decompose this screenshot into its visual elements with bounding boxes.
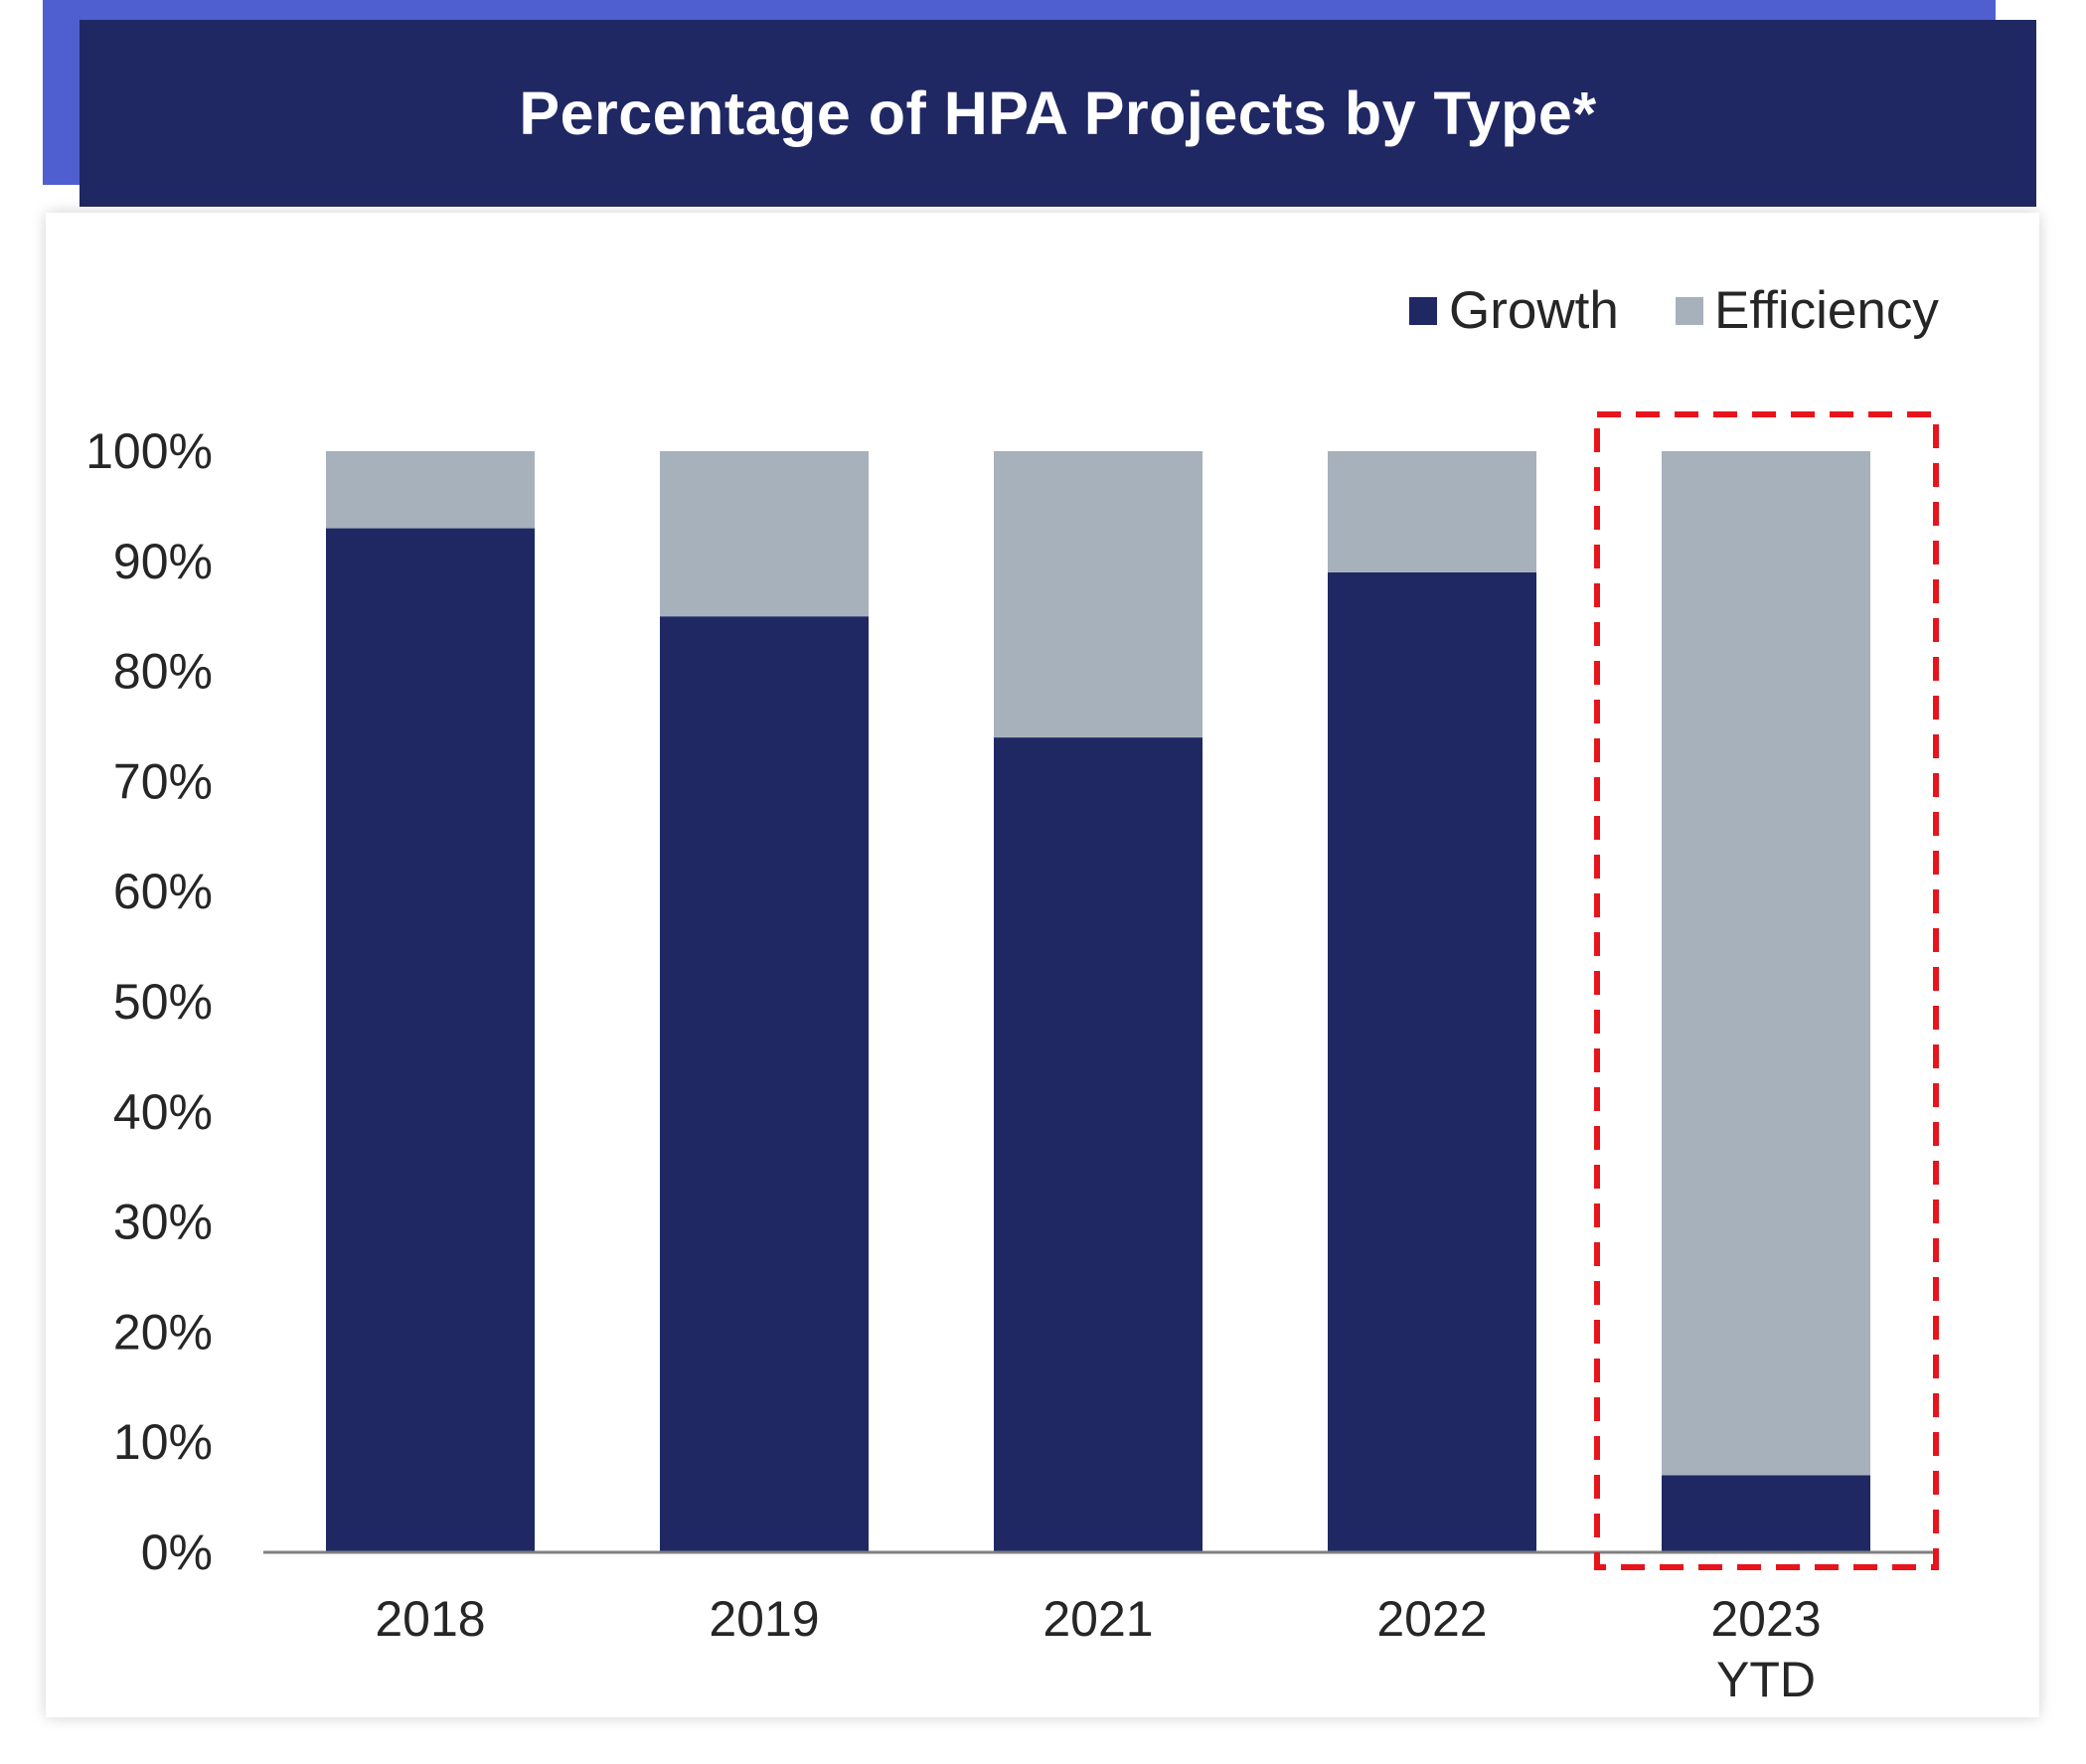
bar-efficiency bbox=[994, 451, 1203, 738]
x-tick-label: 2021 bbox=[1043, 1591, 1153, 1647]
highlight-box bbox=[1594, 411, 1939, 1570]
y-tick-label: 0% bbox=[141, 1524, 213, 1580]
y-tick-label: 60% bbox=[113, 864, 213, 919]
y-tick-label: 50% bbox=[113, 974, 213, 1030]
y-tick-label: 70% bbox=[113, 753, 213, 809]
bar-growth bbox=[1328, 571, 1536, 1552]
x-tick-label: 2019 bbox=[709, 1591, 819, 1647]
x-tick-label: YTD bbox=[1716, 1652, 1816, 1707]
bar-growth bbox=[1662, 1475, 1870, 1552]
bar-growth bbox=[994, 737, 1203, 1552]
y-tick-label: 30% bbox=[113, 1195, 213, 1250]
bar-growth bbox=[660, 616, 869, 1552]
legend-label-efficiency: Efficiency bbox=[1714, 281, 1939, 340]
bar-efficiency bbox=[1328, 451, 1536, 572]
bar-growth bbox=[326, 528, 535, 1552]
x-tick-label: 2022 bbox=[1376, 1591, 1487, 1647]
y-tick-label: 80% bbox=[113, 644, 213, 700]
x-tick-label: 2018 bbox=[375, 1591, 485, 1647]
y-tick-label: 10% bbox=[113, 1414, 213, 1470]
legend-swatch-growth bbox=[1409, 297, 1437, 325]
y-tick-label: 100% bbox=[85, 423, 213, 479]
y-tick-label: 20% bbox=[113, 1304, 213, 1360]
legend-label-growth: Growth bbox=[1449, 281, 1619, 340]
y-tick-label: 40% bbox=[113, 1084, 213, 1140]
bar-efficiency bbox=[1662, 451, 1870, 1476]
chart-title: Percentage of HPA Projects by Type* bbox=[519, 80, 1597, 147]
y-tick-label: 90% bbox=[113, 534, 213, 589]
bar-efficiency bbox=[660, 451, 869, 617]
legend-swatch-efficiency bbox=[1676, 297, 1703, 325]
bar-efficiency bbox=[326, 451, 535, 529]
title-banner: Percentage of HPA Projects by Type* bbox=[80, 20, 2036, 207]
x-tick-label: 2023 bbox=[1710, 1591, 1821, 1647]
